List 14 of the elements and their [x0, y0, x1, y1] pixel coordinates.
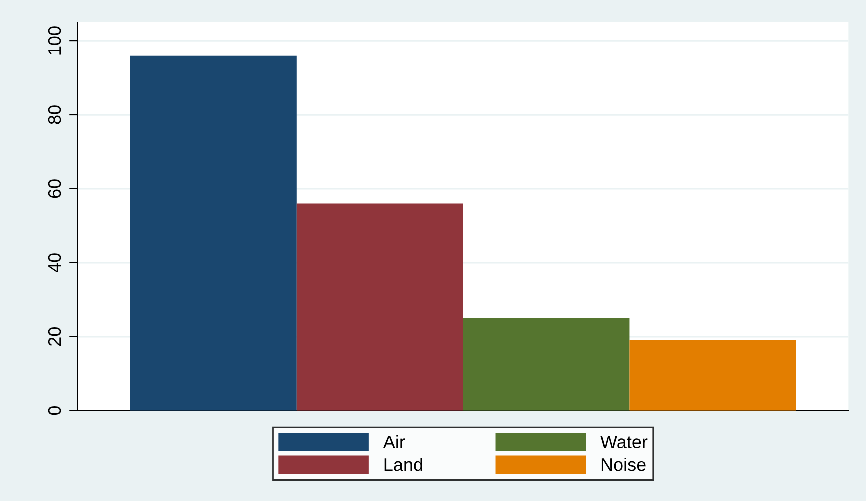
series-label: Water: [600, 436, 648, 449]
bar: [296, 204, 464, 411]
y-tick-label: 0: [48, 406, 62, 416]
bar: [630, 340, 796, 411]
bar: [463, 318, 630, 411]
y-tick-label: 60: [48, 180, 62, 198]
y-tick-label: 40: [48, 254, 62, 273]
y-tick-label: 80: [48, 106, 62, 124]
text: Noise: [602, 458, 646, 472]
bar: [130, 56, 297, 411]
legend-label: Land: [384, 458, 422, 472]
y-tick-label: 20: [48, 328, 62, 346]
y-tick-label: 100: [48, 26, 62, 55]
legend-label: Air: [383, 435, 406, 448]
